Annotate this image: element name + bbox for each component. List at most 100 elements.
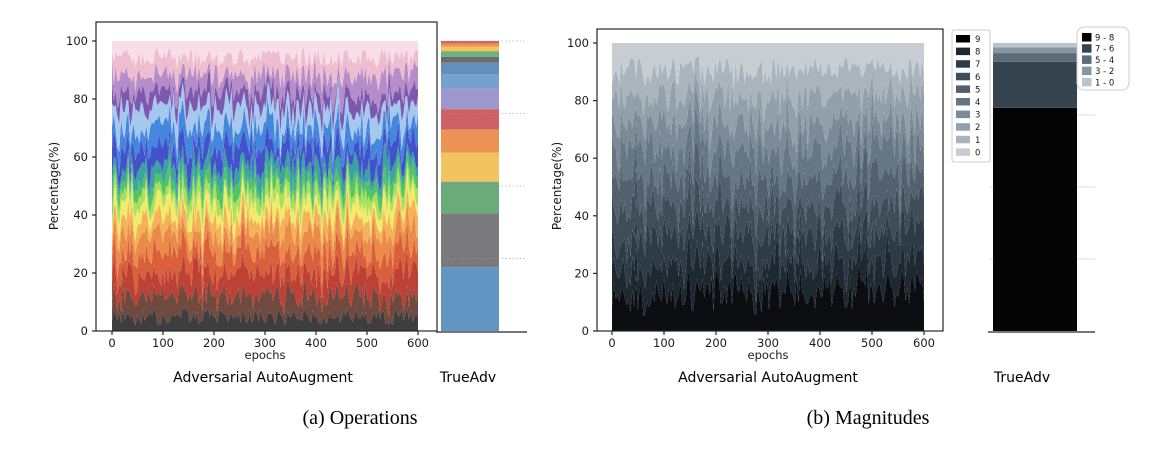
- y-tick-label: 80: [73, 92, 88, 106]
- legend-label: 1 - 0: [1095, 78, 1114, 88]
- area-layer-op-6: [112, 183, 418, 264]
- x-tick-label: 600: [407, 336, 429, 350]
- legend-label: 5 - 4: [1095, 56, 1114, 66]
- legend-swatch: [1082, 66, 1092, 76]
- legend-swatch: [1082, 44, 1092, 53]
- legend-label: 3: [975, 111, 980, 121]
- legend-swatch: [1082, 77, 1092, 87]
- legend-swatch: [956, 110, 970, 119]
- x-tick-label: 400: [305, 336, 327, 350]
- area-layer-3: [612, 85, 924, 179]
- x-tick-label: 500: [861, 336, 883, 350]
- area-layer-op-8: [112, 161, 418, 233]
- area-layer-op-16: [112, 47, 418, 95]
- operations-panel-label: Adversarial AutoAugment: [173, 370, 353, 386]
- legend-swatch: [956, 72, 970, 81]
- bar-segment-9: [441, 56, 499, 63]
- y-tick-label: 20: [73, 266, 88, 280]
- magnitudes-x-axis-label: epochs: [747, 348, 789, 362]
- area-layer-op-17: [112, 41, 418, 70]
- area-layer-0: [612, 43, 924, 91]
- x-tick-label: 300: [757, 336, 779, 350]
- area-layer-op-5: [112, 199, 418, 286]
- bar-segment-4: [993, 43, 1077, 48]
- legend-label: 2: [975, 123, 980, 133]
- bar-segment-11: [441, 46, 499, 52]
- legend-swatch: [1082, 55, 1092, 64]
- bar-segment-4: [441, 129, 499, 153]
- legend-swatch: [956, 60, 970, 68]
- y-tick-label: 100: [567, 36, 589, 50]
- axis-spine: [95, 21, 438, 332]
- operations-x-axis-label: epochs: [244, 348, 286, 362]
- area-layer-op-14: [112, 68, 418, 135]
- bar-segment-5: [441, 109, 499, 130]
- area-layer-op-7: [112, 167, 418, 248]
- area-layer-op-15: [112, 56, 418, 117]
- y-tick-label: 40: [574, 209, 589, 223]
- legend-label: 9: [975, 35, 980, 45]
- legend-swatch: [956, 148, 970, 156]
- x-tick-label: 100: [653, 336, 675, 350]
- x-tick-label: 0: [108, 336, 115, 350]
- magnitudes-panel-label: Adversarial AutoAugment: [678, 370, 858, 386]
- legend-label: 9 - 8: [1095, 34, 1114, 44]
- operations-y-axis-label: Percentage(%): [47, 141, 61, 231]
- legend-swatch: [956, 85, 970, 93]
- magnitudes-y-axis-label: Percentage(%): [550, 141, 564, 231]
- area-layer-7: [612, 198, 924, 303]
- area-layer-op-4: [112, 219, 418, 300]
- y-tick-label: 80: [574, 94, 589, 108]
- bar-segment-10: [441, 51, 499, 57]
- legend-swatch: [956, 98, 970, 106]
- legend-label: 5: [975, 85, 980, 95]
- bar-segment-3: [993, 47, 1077, 54]
- x-tick-label: 400: [809, 336, 831, 350]
- area-layer-9: [612, 263, 924, 331]
- bar-segment-12: [441, 43, 499, 47]
- area-layer-op-10: [112, 138, 418, 211]
- bar-segment-13: [441, 41, 499, 44]
- x-tick-label: 300: [254, 336, 276, 350]
- y-tick-label: 100: [66, 34, 88, 48]
- legend-label: 0: [975, 148, 980, 158]
- y-tick-label: 0: [81, 324, 88, 338]
- bar-segment-8: [441, 62, 499, 75]
- operations-trueadv-label: TrueAdv: [439, 370, 497, 386]
- area-layer-8: [612, 222, 924, 317]
- area-layer-op-2: [112, 276, 418, 326]
- axis-spine: [596, 28, 944, 332]
- legend-label: 3 - 2: [1095, 67, 1114, 77]
- bar-segment-2: [993, 53, 1077, 62]
- legend-swatch: [956, 47, 970, 56]
- legend-label: 7: [975, 60, 980, 70]
- area-layer-op-3: [112, 248, 418, 317]
- x-tick-label: 0: [608, 336, 615, 350]
- area-layer-op-13: [112, 76, 418, 163]
- legend-swatch: [956, 135, 970, 144]
- bar-segment-6: [441, 88, 499, 110]
- x-tick-label: 600: [913, 336, 935, 350]
- magnitudes-caption: (b) Magnitudes: [806, 407, 930, 429]
- x-tick-label: 200: [203, 336, 225, 350]
- legend-label: 8: [975, 48, 980, 58]
- x-tick-label: 200: [705, 336, 727, 350]
- legend-swatch: [1082, 33, 1092, 42]
- y-tick-label: 0: [582, 324, 589, 338]
- y-tick-label: 60: [574, 151, 589, 165]
- area-layer-4: [612, 108, 924, 214]
- bar-segment-0: [441, 267, 499, 331]
- y-tick-label: 20: [574, 266, 589, 280]
- legend-label: 7 - 6: [1095, 45, 1114, 55]
- bar-segment-1: [993, 61, 1077, 108]
- y-tick-label: 60: [73, 150, 88, 164]
- legend-label: 6: [975, 73, 980, 83]
- bar-segment-1: [441, 213, 499, 268]
- operations-caption: (a) Operations: [302, 407, 418, 429]
- area-layer-5: [612, 140, 924, 245]
- magnitudes-trueadv-label: TrueAdv: [993, 370, 1051, 386]
- area-layer-2: [612, 70, 924, 155]
- legend-swatch: [956, 35, 970, 43]
- area-layer-op-11: [112, 120, 418, 193]
